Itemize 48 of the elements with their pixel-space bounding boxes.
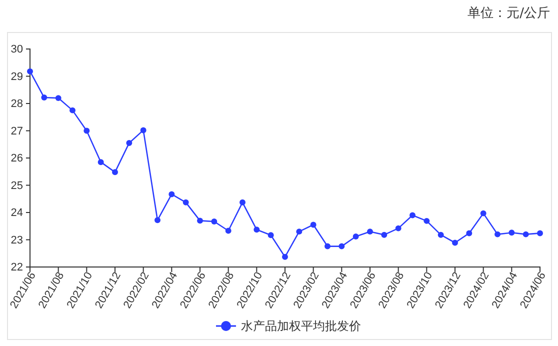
legend-label: 水产品加权平均批发价 bbox=[241, 319, 361, 334]
point bbox=[225, 228, 232, 234]
point bbox=[197, 218, 203, 224]
y-tick-label: 29 bbox=[10, 70, 23, 83]
point bbox=[55, 95, 62, 102]
point bbox=[98, 159, 104, 166]
point bbox=[480, 210, 486, 216]
y-tick-label: 27 bbox=[10, 125, 23, 138]
point bbox=[352, 234, 359, 240]
point bbox=[466, 230, 472, 236]
y-tick-label: 25 bbox=[10, 180, 23, 192]
point bbox=[240, 199, 246, 206]
point bbox=[338, 243, 345, 250]
point bbox=[27, 68, 33, 74]
point bbox=[112, 169, 118, 176]
y-tick-label: 28 bbox=[10, 98, 23, 110]
point bbox=[424, 218, 430, 224]
y-tick-label: 30 bbox=[10, 44, 23, 56]
point bbox=[70, 107, 76, 114]
y-tick-label: 22 bbox=[10, 262, 23, 274]
point bbox=[367, 228, 373, 235]
point bbox=[410, 212, 416, 218]
point bbox=[324, 243, 330, 250]
point bbox=[154, 217, 160, 224]
point bbox=[282, 254, 288, 260]
point bbox=[537, 230, 543, 236]
point bbox=[140, 127, 146, 134]
point bbox=[296, 228, 302, 235]
point bbox=[494, 231, 500, 238]
y-tick-label: 24 bbox=[10, 207, 23, 220]
point bbox=[452, 240, 458, 246]
point bbox=[522, 231, 529, 238]
point bbox=[41, 94, 48, 100]
y-tick-label: 26 bbox=[10, 152, 23, 165]
point bbox=[395, 225, 402, 232]
point bbox=[126, 140, 132, 146]
point bbox=[268, 232, 274, 238]
point bbox=[84, 128, 90, 134]
y-tick-label: 23 bbox=[10, 234, 23, 246]
point bbox=[438, 232, 444, 238]
point bbox=[508, 230, 515, 236]
point bbox=[310, 222, 316, 228]
point bbox=[254, 226, 260, 233]
point bbox=[168, 191, 175, 198]
text: 单位：元/公斤 bbox=[468, 6, 550, 21]
point bbox=[211, 218, 218, 224]
point bbox=[182, 199, 189, 206]
point bbox=[381, 232, 388, 238]
